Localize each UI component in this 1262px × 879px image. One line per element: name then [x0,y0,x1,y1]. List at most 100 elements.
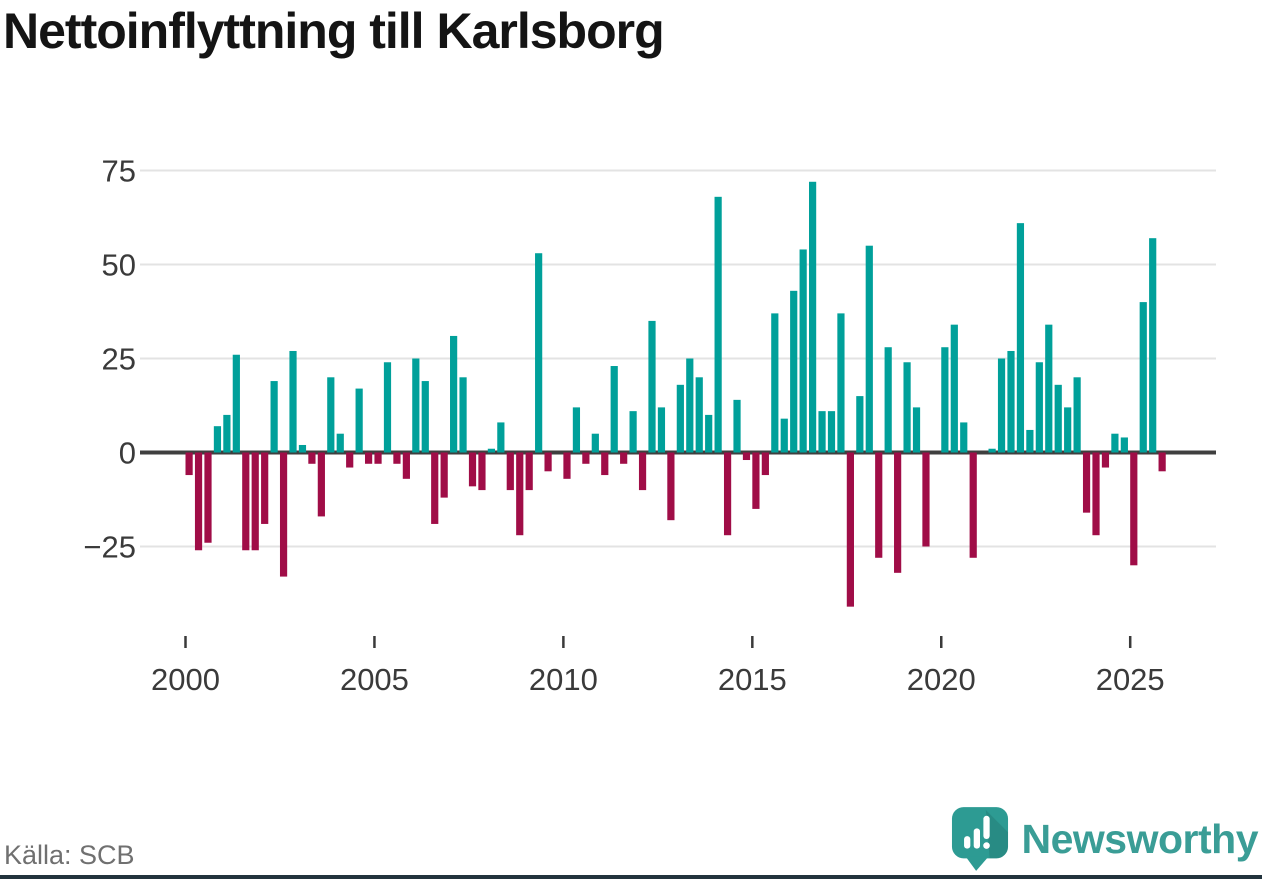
bar [497,422,505,453]
bar [903,362,911,453]
bar [1007,350,1015,453]
bar [1120,437,1128,453]
bar [431,452,439,524]
bar [875,452,883,558]
logo-bar-short-icon [963,836,970,849]
bar [591,433,599,453]
bar [223,414,231,453]
bar [459,377,467,453]
bar [487,448,496,453]
bar [601,452,609,476]
bar-chart: 75 50 25 0 −25 2000 2005 2010 2015 2020 2025 [83,154,1216,697]
y-tick-label: 0 [119,436,136,471]
y-tick-label: 25 [102,342,136,377]
y-tick-label: −25 [83,530,136,565]
bar [799,249,807,453]
bar [1026,429,1034,453]
bar [279,452,288,577]
bar [1111,433,1119,453]
bar [695,377,703,453]
logo-bar-tall-icon [973,828,980,849]
bar [676,384,684,453]
bar [941,347,949,453]
bar [364,452,373,464]
chart-title: Nettoinflyttning till Karlsborg [3,3,665,59]
logo-bubble-tail [965,856,989,871]
bottom-accent-bar [0,875,1262,879]
bar [468,452,477,487]
bar [516,452,524,536]
bar [1101,452,1110,468]
bar [402,452,410,479]
bar [988,448,996,453]
bar [582,452,590,464]
bar [629,411,637,453]
bar [723,452,732,536]
bar [714,196,722,453]
bar [960,422,968,453]
bar [412,358,420,453]
bar [1045,324,1053,453]
bar [894,452,902,573]
bar [846,452,854,607]
x-tick-label: 2025 [1096,662,1165,697]
bar [185,452,193,476]
bar [969,452,977,558]
bar [506,452,514,491]
bar [827,411,836,453]
logo-exclamation-dot-icon [982,842,990,849]
bar [780,418,788,453]
bar [1082,452,1091,513]
bar [327,377,335,453]
logo-exclamation-bar-icon [982,815,990,839]
bar [355,388,363,453]
bar [298,444,307,453]
bar [657,407,666,453]
bar [374,452,382,464]
x-tick-label: 2010 [529,662,598,697]
bar [1035,362,1043,453]
bar [251,452,259,551]
bar [837,313,845,453]
newsworthy-wordmark: Newsworthy [1021,815,1259,862]
bar [242,452,250,551]
bar [771,313,779,453]
bar [563,452,571,479]
bar [544,452,552,472]
bar [421,381,429,453]
bar [308,452,316,464]
bar [450,335,458,453]
bar [289,350,297,453]
bar [809,181,817,453]
bar [884,347,892,453]
bar [912,407,921,453]
bar [270,381,278,453]
bar [346,452,354,468]
bar [393,452,401,464]
bar [790,290,798,453]
bar [752,452,760,509]
bar [317,452,325,517]
y-tick-label: 75 [102,154,136,189]
bar [535,253,543,453]
logo-bubble-shade [985,810,1008,859]
x-tick-label: 2020 [907,662,976,697]
bar [865,245,873,453]
x-tick-label: 2015 [718,662,787,697]
bar [1092,452,1100,536]
bar [572,407,581,453]
bar [648,320,656,453]
bar [667,452,675,521]
bar [1139,302,1147,453]
bar [261,452,269,524]
x-tick-label: 2000 [151,662,220,697]
newsworthy-logo: Newsworthy [951,806,1259,872]
bar [194,452,203,551]
bar [336,433,344,453]
bar [1016,223,1025,453]
bar [620,452,628,464]
bar [1054,384,1062,453]
bar [856,396,864,453]
bar [997,358,1006,453]
bar [383,362,392,453]
